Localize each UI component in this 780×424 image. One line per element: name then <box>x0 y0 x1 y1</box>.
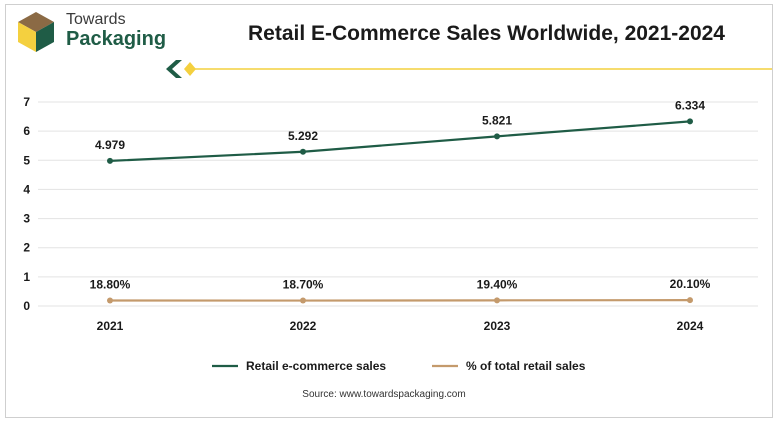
header-divider <box>166 60 772 78</box>
x-tick-label: 2021 <box>97 319 124 333</box>
data-label: 6.334 <box>675 98 705 112</box>
series-1: 4.979 5.292 5.821 6.334 <box>95 98 705 164</box>
data-point <box>300 148 306 155</box>
brand-logo: Towards Packaging <box>14 8 174 58</box>
data-point <box>494 133 500 140</box>
legend: Retail e-commerce sales % of total retail… <box>212 359 586 373</box>
data-label: 18.80% <box>90 278 131 292</box>
y-tick-label: 3 <box>23 212 30 226</box>
x-tick-label: 2023 <box>484 319 511 333</box>
chart-frame <box>5 4 773 418</box>
brand-name-line2: Packaging <box>66 28 167 50</box>
y-tick-label: 4 <box>23 182 30 196</box>
legend-label: Retail e-commerce sales <box>246 359 386 373</box>
data-label: 5.821 <box>482 113 512 127</box>
box-logo-icon <box>18 12 54 52</box>
divider-chevron-icon <box>166 60 182 78</box>
x-axis: 2021 2022 2023 2024 <box>97 319 704 333</box>
y-tick-label: 2 <box>23 241 30 255</box>
brand-name-line1: Towards <box>66 11 126 28</box>
data-label: 5.292 <box>288 129 318 143</box>
data-label: 20.10% <box>670 277 711 291</box>
chart-title: Retail E-Commerce Sales Worldwide, 2021-… <box>248 22 725 45</box>
series-2: 18.80% 18.70% 19.40% 20.10% <box>90 277 711 304</box>
data-point <box>687 297 693 304</box>
y-tick-label: 1 <box>23 270 30 284</box>
data-point <box>687 118 693 125</box>
y-tick-label: 5 <box>23 153 30 167</box>
data-label: 4.979 <box>95 138 125 152</box>
data-point <box>107 157 113 164</box>
series-line <box>109 120 691 162</box>
data-point <box>300 297 306 304</box>
grid-lines <box>38 101 758 307</box>
legend-label: % of total retail sales <box>466 359 586 373</box>
y-axis: 0 1 2 3 4 5 6 7 <box>23 95 30 313</box>
divider-diamond-icon <box>184 62 196 76</box>
data-point <box>494 297 500 304</box>
y-tick-label: 0 <box>23 299 30 313</box>
y-tick-label: 7 <box>23 95 30 109</box>
x-tick-label: 2024 <box>677 319 704 333</box>
data-label: 18.70% <box>283 278 324 292</box>
series-group: 4.979 5.292 5.821 6.334 18.80% 18.70% 19.40% 20… <box>90 98 711 304</box>
x-tick-label: 2022 <box>290 319 317 333</box>
data-label: 19.40% <box>477 277 518 291</box>
y-tick-label: 6 <box>23 124 30 138</box>
source-note: Source: www.towardspackaging.com <box>302 389 466 400</box>
data-point <box>107 297 113 304</box>
